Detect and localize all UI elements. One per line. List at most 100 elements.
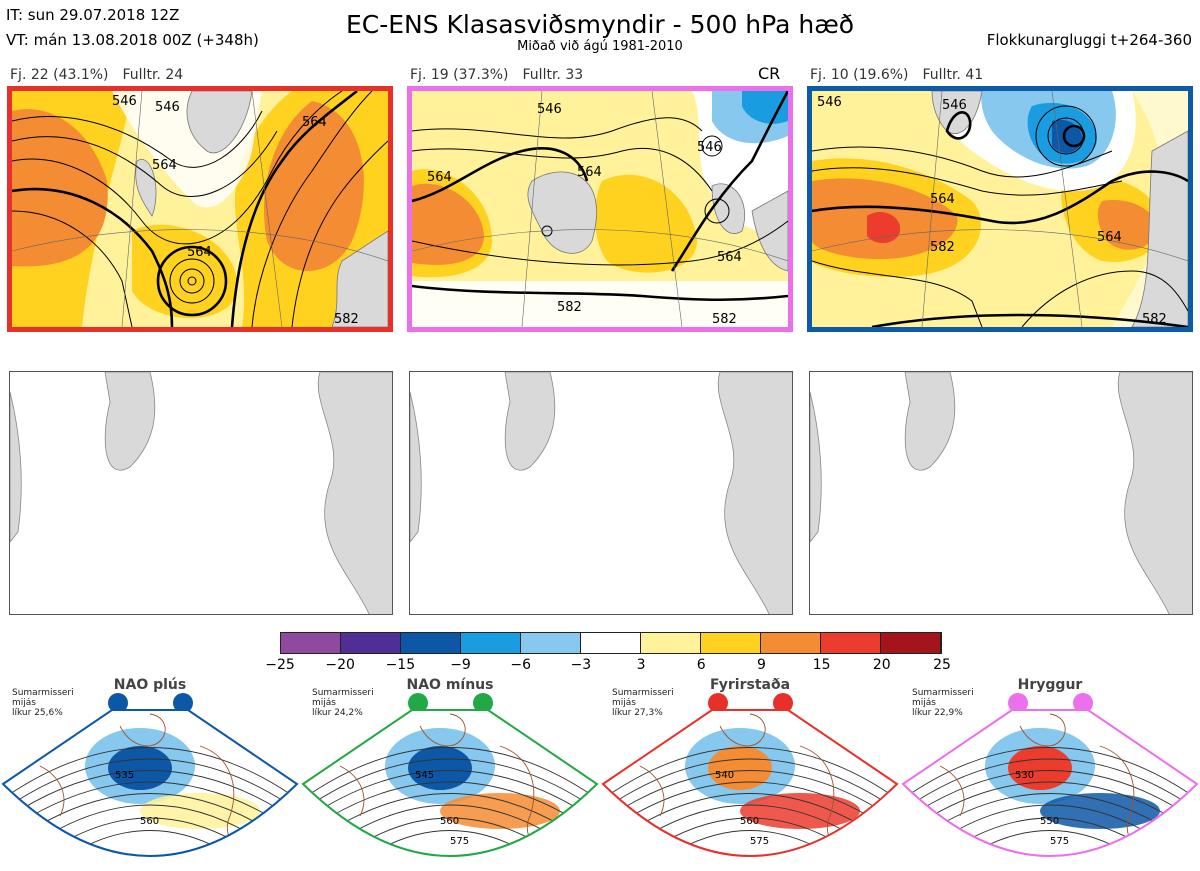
cluster-2-contour-label: 564 — [427, 170, 452, 185]
cluster-1-rep: Fulltr. 24 — [122, 67, 184, 83]
cluster-3-rep: Fulltr. 41 — [922, 67, 984, 83]
regime-contour-label: 535 — [115, 770, 134, 781]
cluster-2-tag: CR — [758, 64, 781, 83]
colorbar-tick-label: 15 — [812, 657, 831, 673]
colorbar-tick-label: 6 — [696, 657, 706, 673]
colorbar-tick-label: −6 — [510, 657, 532, 673]
cluster-2-basemap — [409, 371, 793, 615]
colorbar-swatch — [701, 633, 761, 653]
cluster-2-contour-label: 564 — [577, 165, 602, 180]
regime-season-line: líkur 22,9% — [912, 708, 963, 718]
regime-name: NAO plús — [113, 677, 187, 693]
colorbar-swatch — [581, 633, 641, 653]
colorbar-swatch — [761, 633, 821, 653]
cluster-1-contour-label: 546 — [112, 94, 137, 109]
regime-season-line: Sumarmisseri — [612, 688, 674, 698]
regime-map: 535 560 — [1, 709, 299, 857]
colorbar-tick-label: 20 — [872, 657, 891, 673]
cluster-3-contour-label: 546 — [817, 95, 842, 110]
cluster-1-contour-label: 564 — [152, 158, 177, 173]
colorbar-tick-label: 9 — [756, 657, 766, 673]
colorbar-swatch — [461, 633, 521, 653]
regime-season-text: Sumarmisseri mijás líkur 25,6% — [12, 688, 74, 718]
cluster-1-basemap — [9, 371, 393, 615]
cluster-3-contour-label: 564 — [930, 192, 955, 207]
colorbar-swatch — [641, 633, 701, 653]
regime-contour-label: 575 — [450, 836, 469, 847]
colorbar-tick-label: −3 — [570, 657, 592, 673]
cluster-1-contour-label: 546 — [155, 100, 180, 115]
regime-season-text: Sumarmisseri mijás líkur 27,3% — [612, 688, 674, 718]
regime-season-line: mijás — [312, 698, 336, 708]
page-title: EC-ENS Klasasviðsmyndir - 500 hPa hæð — [345, 10, 855, 39]
cluster-2-rep: Fulltr. 33 — [522, 67, 584, 83]
regime-contour-label: 560 — [440, 816, 459, 827]
cluster-2-contour-label: 546 — [537, 102, 562, 117]
cluster-3-contour-label: 582 — [930, 240, 955, 255]
colorbar-tick-label: −9 — [450, 657, 471, 673]
cluster-2-contour-label: 582 — [712, 312, 737, 327]
regime-contour-label: 560 — [740, 816, 759, 827]
regime-season-line: líkur 25,6% — [12, 708, 63, 718]
cluster-3-label: Fj. 10 (19.6%) Fulltr. 41 — [810, 67, 997, 83]
regime-season-line: mijás — [612, 698, 636, 708]
regime-marker-dot — [1008, 693, 1028, 713]
regime-marker-dot — [773, 693, 793, 713]
page-subtitle: Miðað við ágú 1981-2010 — [517, 39, 683, 54]
regime-contour-label: 560 — [140, 816, 159, 827]
regime-season-line: líkur 24,2% — [312, 708, 363, 718]
regime-season-text: Sumarmisseri mijás líkur 24,2% — [312, 688, 374, 718]
regime-season-line: Sumarmisseri — [12, 688, 74, 698]
cluster-2-count: Fj. 19 (37.3%) — [410, 67, 509, 83]
colorbar-swatch — [281, 633, 341, 653]
colorbar-swatch — [881, 633, 941, 653]
cluster-1-map: 546 546 564 564 564 582 — [7, 86, 393, 332]
colorbar-swatch — [821, 633, 881, 653]
regime-marker-dot — [1073, 693, 1093, 713]
regime-name: Hryggur — [1017, 677, 1083, 693]
regime-name: NAO mínus — [406, 677, 494, 693]
regime-contour-label: 575 — [750, 836, 769, 847]
regime-marker-dot — [108, 693, 128, 713]
regime-marker-dot — [708, 693, 728, 713]
colorbar-tick-label: −25 — [265, 657, 295, 673]
cluster-2-map: 546 564 564 546 564 582 582 — [407, 86, 793, 332]
regime-contour-label: 530 — [1015, 770, 1034, 781]
valid-time: VT: mán 13.08.2018 00Z (+348h) — [6, 31, 259, 49]
colorbar-tick-label: 3 — [636, 657, 646, 673]
regime-season-line: Sumarmisseri — [912, 688, 974, 698]
classification-window: Flokkunargluggi t+264-360 — [986, 31, 1192, 49]
colorbar-tick-label: −20 — [325, 657, 355, 673]
cluster-3-count: Fj. 10 (19.6%) — [810, 67, 909, 83]
cluster-2-label: Fj. 19 (37.3%) Fulltr. 33 — [410, 67, 597, 83]
colorbar — [280, 632, 942, 654]
cluster-3-contour-label: 546 — [942, 98, 967, 113]
regime-map: 545 560 575 — [301, 709, 599, 857]
regime-season-text: Sumarmisseri mijás líkur 22,9% — [912, 688, 974, 718]
regime-map: 530 550 575 — [901, 709, 1199, 857]
regime-contour-label: 545 — [415, 770, 434, 781]
regime-marker-dot — [408, 693, 428, 713]
cluster-3-contour-label: 564 — [1097, 230, 1122, 245]
cluster-2-contour-label: 546 — [697, 140, 722, 155]
regime-season-line: líkur 27,3% — [612, 708, 663, 718]
regime-name: Fyrirstaða — [709, 677, 791, 693]
regime-season-line: mijás — [912, 698, 936, 708]
colorbar-swatch — [521, 633, 581, 653]
cluster-3-basemap — [809, 371, 1193, 615]
regime-map: 540 560 575 — [601, 709, 899, 857]
cluster-1-contour-label: 564 — [187, 245, 212, 260]
cluster-3-map: 546 546 564 582 564 582 — [807, 86, 1193, 332]
regime-contour-label: 575 — [1050, 836, 1069, 847]
regime-marker-dot — [473, 693, 493, 713]
cluster-2-contour-label: 564 — [717, 250, 742, 265]
regime-contour-label: 550 — [1040, 816, 1059, 827]
cluster-3-contour-label: 582 — [1142, 312, 1167, 327]
cluster-1-label: Fj. 22 (43.1%) Fulltr. 24 — [10, 67, 197, 83]
cluster-1-contour-label: 564 — [302, 115, 327, 130]
colorbar-tick-label: −15 — [385, 657, 416, 673]
init-time: IT: sun 29.07.2018 12Z — [6, 6, 180, 24]
regime-season-line: mijás — [12, 698, 36, 708]
cluster-2-contour-label: 582 — [557, 300, 582, 315]
cluster-1-contour-label: 582 — [334, 312, 359, 327]
